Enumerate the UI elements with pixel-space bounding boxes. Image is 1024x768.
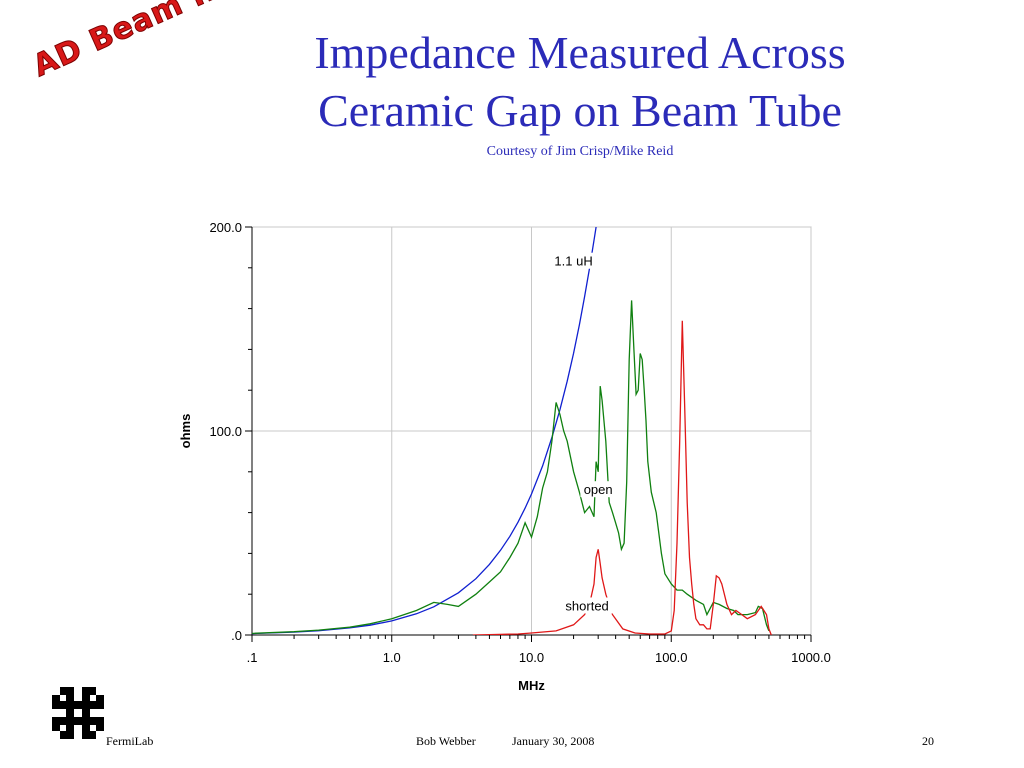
series-line-open (252, 300, 770, 635)
fermilab-logo (52, 687, 104, 739)
x-axis-title: MHz (518, 678, 545, 693)
y-tick-label: .0 (231, 628, 242, 643)
slide-title-line-1: Impedance Measured Across (314, 27, 846, 78)
slide-title-line-2: Ceramic Gap on Beam Tube (318, 85, 842, 136)
footer-date: January 30, 2008 (512, 734, 595, 748)
slide-subtitle: Courtesy of Jim Crisp/Mike Reid (486, 144, 674, 159)
annotation-label: open (584, 482, 613, 497)
chart-axes: .0 100.0 200.0 .1 1.0 10.0 100.0 1000.0 MHz ohms (178, 220, 831, 693)
x-tick-label: 100.0 (655, 650, 688, 665)
x-tick-label: 1.0 (383, 650, 401, 665)
y-tick-label: 100.0 (209, 424, 242, 439)
chart-series (252, 227, 772, 635)
annotation-bg (580, 481, 616, 498)
annotation-label: 1.1 uH (554, 254, 592, 269)
x-tick-label: 10.0 (519, 650, 544, 665)
series-line-1-1-uh (252, 227, 597, 635)
annotation-label: shorted (565, 598, 608, 613)
annotation-bg (558, 597, 617, 614)
footer-author: Bob Webber (416, 734, 476, 748)
chart-labels: 1.1 uH open shorted (548, 252, 617, 614)
annotation-bg (548, 252, 599, 269)
y-tick-label: 200.0 (209, 220, 242, 235)
x-tick-label: .1 (247, 650, 258, 665)
series-line-shorted (472, 320, 772, 635)
footer-org: FermiLab (106, 734, 154, 748)
footer-page-number: 20 (922, 734, 934, 748)
x-tick-label: 1000.0 (791, 650, 831, 665)
y-axis-title: ohms (178, 414, 193, 449)
